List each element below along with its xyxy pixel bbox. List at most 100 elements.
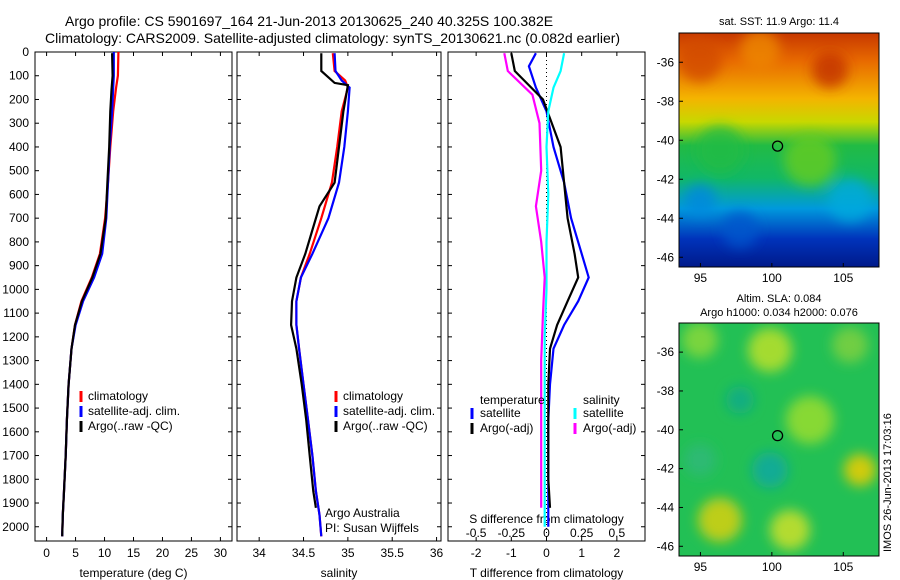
texture-blob (726, 386, 754, 414)
map-title: Altim. SLA: 0.084 (737, 293, 822, 305)
depth-tick-label: 1800 (2, 472, 29, 486)
depth-tick-label: 600 (9, 187, 29, 201)
texture-blob (786, 396, 834, 444)
lat-tick-label: -46 (657, 250, 675, 264)
x-tick-label: 5 (72, 546, 79, 560)
legend-label: satellite (480, 406, 521, 420)
depth-tick-label: 200 (9, 92, 29, 106)
legend-label: climatology (88, 389, 148, 403)
depth-tick-label: 300 (9, 116, 29, 130)
x-tick-label: 35.5 (381, 546, 405, 560)
texture-blob (682, 323, 718, 358)
x-tick-label: 35 (341, 546, 355, 560)
depth-tick-label: 1400 (2, 377, 29, 391)
legend-label: Argo(..raw -QC) (343, 419, 428, 433)
series-line-satellite (543, 52, 566, 527)
x-tick-label: 1 (578, 546, 585, 560)
s-axis-label: S difference from climatology (469, 512, 624, 526)
lat-tick-label: -38 (657, 94, 675, 108)
sla-texture (682, 323, 876, 550)
lon-tick-label: 95 (694, 560, 708, 574)
s-tick-label: -0.5 (466, 526, 487, 540)
lat-tick-label: -38 (657, 384, 675, 398)
map-frame (678, 322, 880, 557)
depth-tick-label: 100 (9, 69, 29, 83)
legend-label: climatology (343, 389, 403, 403)
x-axis-label: temperature (deg C) (79, 566, 187, 580)
legend-label: satellite-adj. clim. (88, 404, 180, 418)
lon-tick-label: 95 (694, 271, 708, 285)
legend-group-title: salinity (583, 393, 620, 407)
plot-frame (34, 51, 233, 542)
depth-tick-label: 700 (9, 211, 29, 225)
x-tick-label: 15 (127, 546, 141, 560)
texture-blob (696, 126, 744, 174)
x-tick-label: -1 (506, 546, 517, 560)
lat-tick-label: -44 (657, 211, 675, 225)
texture-blob (784, 134, 836, 186)
lon-tick-label: 105 (833, 560, 853, 574)
map-frame (678, 32, 880, 268)
argo-position-marker (771, 140, 784, 152)
lat-tick-label: -44 (657, 500, 675, 514)
title-line-2: Climatology: CARS2009. Satellite-adjuste… (45, 30, 621, 46)
lat-tick-label: -42 (657, 172, 675, 186)
depth-tick-label: 800 (9, 235, 29, 249)
texture-blob (722, 212, 758, 248)
depth-tick-label: 1000 (2, 282, 29, 296)
legend-group-title: temperature (480, 393, 545, 407)
map-panel-2: 95 100 105 -36 -38 -40 -42 -44 -46 Altim. SLA: 0.… (657, 293, 880, 574)
map-field (679, 33, 879, 267)
lon-tick-label: 105 (833, 271, 853, 285)
map-title: sat. SST: 11.9 Argo: 11.4 (719, 16, 839, 28)
depth-tick-label: 0 (22, 45, 29, 59)
lat-tick-label: -42 (657, 462, 675, 476)
legend-label: satellite (583, 406, 624, 420)
legend-label: satellite-adj. clim. (343, 404, 435, 418)
series-line-satelliteadjclim (295, 53, 351, 537)
lat-tick-label: -40 (657, 133, 675, 147)
x-tick-label: 36 (430, 546, 444, 560)
x-axis-label: T difference from climatology (470, 566, 624, 580)
profile-panel-3: -2 -1 0 1 2 T difference from climatology -0.5… (447, 51, 646, 580)
x-tick-label: 30 (214, 546, 228, 560)
x-tick-label: 2 (614, 546, 621, 560)
lat-tick-label: -46 (657, 539, 675, 553)
texture-blob (679, 38, 722, 82)
depth-tick-label: 1900 (2, 496, 29, 510)
x-tick-label: -2 (471, 546, 482, 560)
map-title: Argo h1000: 0.034 h2000: 0.076 (700, 307, 858, 319)
map-panel-1: 95 100 105 -36 -38 -40 -42 -44 -46 sat. SST: 11.9… (657, 16, 880, 285)
lat-tick-label: -36 (657, 55, 675, 69)
texture-blob (684, 444, 716, 476)
depth-tick-label: 400 (9, 140, 29, 154)
s-tick-label: 0.25 (570, 526, 594, 540)
depth-tick-label: 1600 (2, 425, 29, 439)
x-tick-label: 34.5 (292, 546, 316, 560)
legend-label: Argo(-adj) (583, 421, 636, 435)
lat-tick-label: -40 (657, 423, 675, 437)
sst-texture (679, 33, 872, 248)
texture-blob (770, 510, 810, 550)
depth-tick-label: 1700 (2, 449, 29, 463)
x-tick-label: 25 (185, 546, 199, 560)
x-axis-label: salinity (321, 566, 358, 580)
x-tick-label: 20 (156, 546, 170, 560)
s-tick-label: 0.5 (609, 526, 626, 540)
lat-tick-label: -36 (657, 345, 675, 359)
s-tick-label: -0.25 (498, 526, 526, 540)
texture-blob (748, 328, 792, 372)
map-field (679, 323, 879, 556)
depth-tick-label: 1300 (2, 354, 29, 368)
texture-blob (844, 454, 876, 486)
texture-blob (698, 498, 742, 542)
imos-timestamp: IMOS 26-Jun-2013 17:03:16 (882, 413, 894, 552)
profile-panel-2: 34 34.5 35 35.5 36 salinity climatologysatelli… (236, 51, 444, 580)
depth-tick-label: 500 (9, 164, 29, 178)
texture-blob (812, 52, 848, 88)
series-line-argorawqc (289, 53, 350, 508)
series-line-argorawqc (61, 53, 114, 537)
texture-blob (828, 178, 872, 222)
annotation-line: Argo Australia (325, 506, 400, 520)
